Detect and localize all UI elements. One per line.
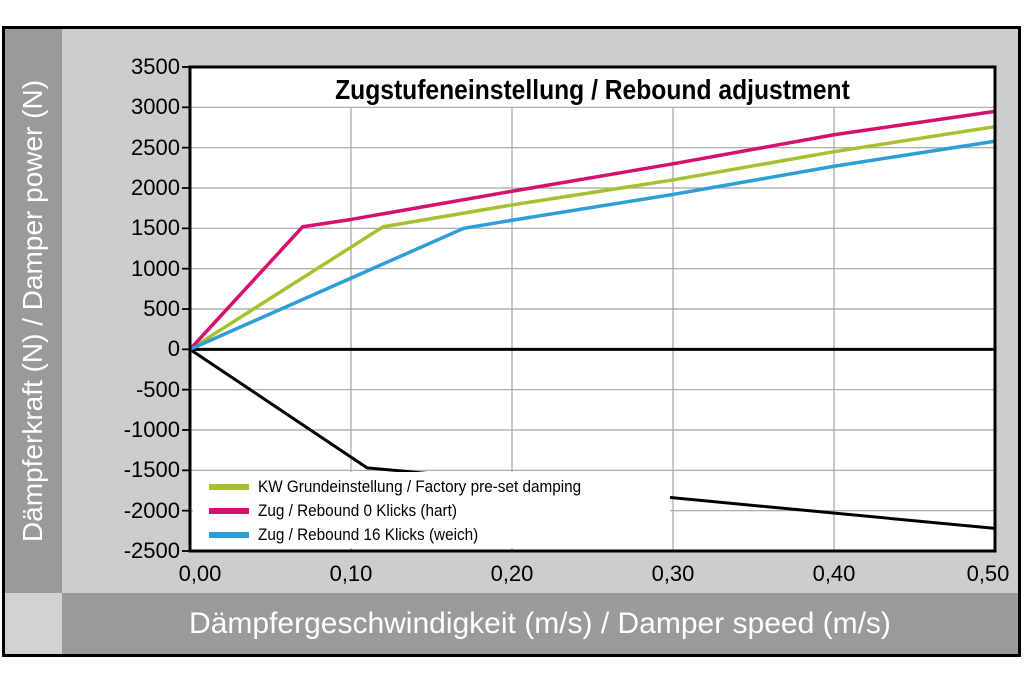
y-axis-band: Dämpferkraft (N) / Damper power (N) xyxy=(5,29,62,593)
y-tick-label: -500 xyxy=(135,376,180,402)
legend-label: KW Grundeinstellung / Factory pre-set da… xyxy=(258,477,582,496)
plot-border xyxy=(188,65,997,553)
chart-title-text: Zugstufeneinstellung / Rebound adjustmen… xyxy=(335,74,850,105)
chart-title: Zugstufeneinstellung / Rebound adjustmen… xyxy=(190,74,995,106)
legend-item: Zug / Rebound 0 Klicks (hart) xyxy=(193,499,670,523)
y-tick-label: 1500 xyxy=(131,215,180,241)
x-axis-title: Dämpfergeschwindigkeit (m/s) / Damper sp… xyxy=(189,606,891,640)
legend-label: Zug / Rebound 16 Klicks (weich) xyxy=(258,525,479,544)
x-tick-label: 0,00 xyxy=(178,561,222,586)
y-tick-label: 3500 xyxy=(131,54,180,79)
y-tick-label: 0 xyxy=(167,336,180,362)
series-line xyxy=(189,348,996,530)
legend-swatch-green xyxy=(209,484,249,490)
x-tick-label: 0,50 xyxy=(966,561,1010,586)
y-tick-label: -1000 xyxy=(123,417,180,442)
legend-swatch-blue xyxy=(209,532,249,538)
x-tick-label: 0,20 xyxy=(490,561,534,586)
y-tick-label: 1000 xyxy=(131,255,180,281)
x-tick-label: 0,10 xyxy=(329,561,373,586)
series-line xyxy=(188,109,996,351)
y-tick-label: 2500 xyxy=(131,134,180,160)
legend-swatch-magenta xyxy=(209,508,249,514)
y-tick-label: -2500 xyxy=(123,538,180,563)
series-line xyxy=(189,139,996,351)
y-tick-label: 3000 xyxy=(131,94,180,120)
corner-spacer xyxy=(5,593,62,654)
x-tick-label: 0,40 xyxy=(812,561,856,586)
y-tick-label: 500 xyxy=(143,296,180,321)
y-tick-label: -1500 xyxy=(123,457,180,483)
series-line xyxy=(189,124,996,351)
legend: KW Grundeinstellung / Factory pre-set da… xyxy=(193,472,670,548)
y-tick-label: 2000 xyxy=(131,175,180,200)
legend-item: KW Grundeinstellung / Factory pre-set da… xyxy=(193,475,670,499)
x-axis-band: Dämpfergeschwindigkeit (m/s) / Damper sp… xyxy=(62,593,1018,654)
legend-label: Zug / Rebound 0 Klicks (hart) xyxy=(258,501,457,520)
x-tick-label: 0,30 xyxy=(651,561,695,586)
y-tick-label: -2000 xyxy=(123,497,180,523)
legend-item: Zug / Rebound 16 Klicks (weich) xyxy=(193,523,670,547)
